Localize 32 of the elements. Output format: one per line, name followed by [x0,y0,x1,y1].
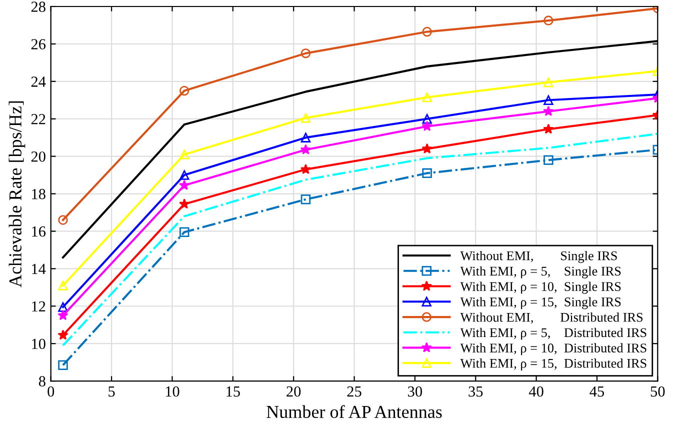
x-tick-label: 50 [650,386,665,397]
x-tick-label: 5 [108,386,115,397]
legend-label: With EMI, ρ = 5, Single IRS [460,266,621,278]
y-tick-label: 26 [31,39,46,50]
x-tick-label: 15 [226,386,240,397]
x-tick-label: 20 [286,386,301,397]
x-axis-title: Number of AP Antennas [266,405,442,418]
x-tick-label: 45 [590,386,604,397]
y-tick-label: 24 [31,76,46,87]
y-tick-label: 12 [32,301,46,312]
y-tick-label: 20 [31,151,46,162]
x-tick-label: 0 [48,386,54,397]
legend-label: With EMI, ρ = 5, Distributed IRS [460,328,646,340]
y-tick-label: 10 [32,338,46,350]
y-tick-label: 16 [32,226,46,237]
legend-label: With EMI, ρ = 15, Distributed IRS [460,358,646,370]
legend-label: Without EMI, Distributed IRS [460,312,643,324]
legend-label: With EMI, ρ = 15, Single IRS [460,297,621,310]
y-tick-label: 28 [31,2,46,12]
y-tick-label: 18 [32,188,46,200]
x-tick-label: 25 [347,386,362,397]
x-tick-label: 40 [528,386,544,397]
y-tick-label: 14 [32,264,46,274]
legend-label: With EMI, ρ = 10, Single IRS [460,282,621,294]
legend-label: Without EMI, Single IRS [460,250,617,263]
x-tick-label: 35 [468,386,483,397]
x-tick-label: 10 [166,386,180,397]
y-tick-label: 8 [38,376,46,386]
y-axis-title: Achievable Rate [bps/Hz] [8,101,26,288]
legend-label: With EMI, ρ = 10, Distributed IRS [460,343,646,356]
y-tick-label: 22 [31,114,46,124]
x-tick-label: 30 [408,386,422,397]
